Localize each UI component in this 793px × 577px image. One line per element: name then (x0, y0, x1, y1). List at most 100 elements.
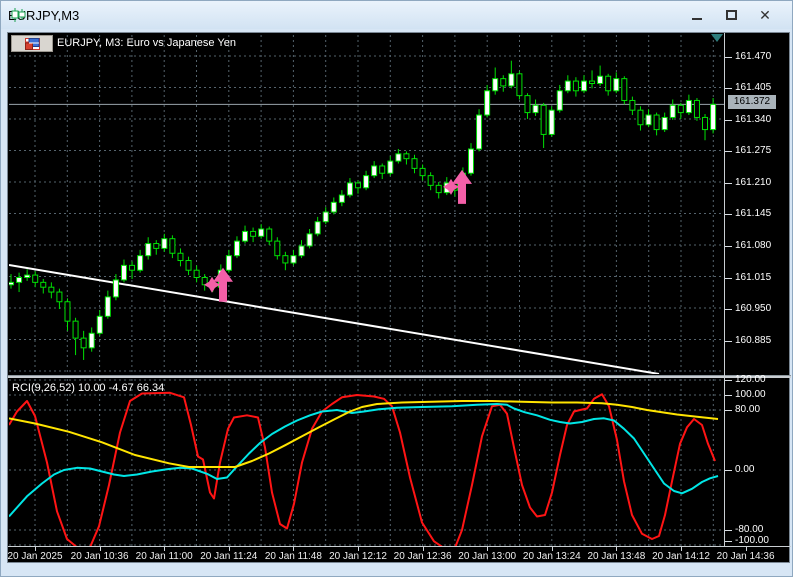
indicator-axis-label: -80.00 (735, 524, 764, 535)
rci-indicator-canvas[interactable] (9, 379, 725, 546)
time-axis-label: 20 Jan 11:00 (135, 551, 193, 562)
indicator-axis-tick (725, 380, 732, 381)
candle (346, 178, 353, 198)
price-axis-tick (725, 340, 732, 342)
price-axis-label: 161.405 (735, 82, 772, 94)
candle (435, 181, 442, 199)
title-bar[interactable]: EURJPY,M3 ✕ (1, 1, 792, 29)
indicator-axis-label: 0.00 (735, 464, 755, 475)
descending-trendline[interactable] (9, 264, 660, 374)
maximize-button[interactable] (714, 4, 748, 26)
candle (104, 290, 111, 319)
candle (24, 269, 31, 281)
candle (597, 65, 604, 86)
price-axis-label: 161.015 (735, 271, 772, 283)
indicator-axis-tick (725, 541, 732, 542)
candle (677, 102, 684, 119)
indicator-axis-tick (725, 470, 732, 471)
candle (363, 170, 370, 191)
price-axis-label: 161.340 (735, 113, 772, 125)
candle (403, 151, 410, 165)
candle (637, 106, 644, 131)
maximize-icon (725, 10, 737, 20)
candle (96, 309, 103, 336)
candle (371, 161, 378, 179)
candle (48, 282, 55, 299)
chart-shift-marker[interactable] (711, 34, 723, 42)
candle (80, 330, 87, 360)
time-axis-label: 20 Jan 12:36 (393, 551, 452, 562)
candle (40, 278, 47, 294)
price-axis-tick (725, 119, 732, 121)
rci-line-rci26 (9, 403, 719, 518)
candle (661, 112, 668, 132)
candle (556, 84, 563, 113)
bid-price-badge: 161.372 (728, 95, 776, 109)
time-axis-tick (745, 547, 747, 551)
candle (629, 96, 636, 116)
candle (201, 274, 208, 291)
candle (185, 256, 192, 276)
price-axis-label: 161.080 (735, 239, 772, 251)
indicator-axis-tick (725, 530, 732, 531)
price-axis-tick (725, 88, 732, 90)
time-axis-tick (422, 547, 424, 551)
price-axis-label: 160.950 (735, 303, 772, 315)
candle (589, 70, 596, 89)
price-axis-tick (725, 245, 732, 247)
time-axis-tick (164, 547, 166, 551)
minimize-button[interactable] (680, 4, 714, 26)
candle (233, 236, 240, 259)
candle (193, 265, 200, 283)
candle (702, 114, 709, 141)
candle (314, 216, 321, 237)
panel-divider[interactable] (8, 375, 791, 378)
candle (710, 98, 717, 134)
candle (548, 106, 555, 137)
candle (112, 274, 119, 301)
time-axis-tick (551, 547, 553, 551)
candle (669, 99, 676, 120)
price-axis-tick (725, 182, 732, 184)
price-axis-tick (725, 309, 732, 311)
time-axis-tick (228, 547, 230, 551)
candle (572, 77, 579, 97)
candle (532, 99, 539, 116)
candle (621, 76, 628, 105)
indicator-axis-tick (725, 410, 732, 411)
candle (9, 274, 14, 289)
price-axis-label: 161.145 (735, 208, 772, 220)
time-axis-label: 20 Jan 13:00 (458, 551, 517, 562)
price-axis-tick (725, 151, 732, 153)
time-axis-tick (358, 547, 359, 551)
time-axis-tick (616, 547, 618, 551)
close-icon: ✕ (759, 7, 771, 23)
candle (476, 109, 483, 152)
symbol-description-label: EURJPY, M3: Euro vs Japanese Yen (57, 37, 236, 49)
time-axis-label: 20 Jan 10:36 (70, 551, 129, 562)
candle (137, 249, 144, 273)
candle (613, 72, 620, 94)
candle (387, 156, 394, 176)
candle (645, 109, 652, 128)
candle (298, 240, 305, 259)
time-axis-label: 20 Jan 11:24 (200, 551, 258, 562)
candle (145, 237, 152, 260)
candle (338, 190, 345, 207)
time-axis-tick (487, 547, 489, 551)
candle (564, 75, 571, 94)
axis-separator (724, 33, 725, 546)
time-axis-label: 20 Jan 13:48 (587, 551, 646, 562)
chart-area: EURJPY, M3: Euro vs Japanese Yen RCI(9,2… (7, 32, 791, 563)
candle (129, 261, 136, 279)
candle (242, 225, 249, 244)
candle (355, 180, 362, 194)
time-axis-label: 20 Jan 11:48 (264, 551, 322, 562)
chart-toolbar-chip (11, 35, 53, 52)
indicator-axis-label: 120.00 (735, 374, 766, 385)
candle (32, 271, 39, 288)
trade-panel-icon[interactable] (24, 37, 40, 50)
indicator-axis-tick (725, 395, 732, 396)
price-chart-canvas[interactable] (9, 35, 725, 374)
close-button[interactable]: ✕ (748, 4, 782, 26)
